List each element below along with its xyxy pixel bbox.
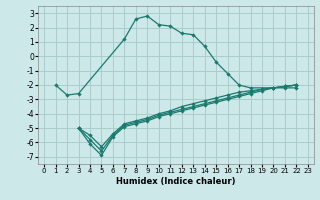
X-axis label: Humidex (Indice chaleur): Humidex (Indice chaleur) — [116, 177, 236, 186]
